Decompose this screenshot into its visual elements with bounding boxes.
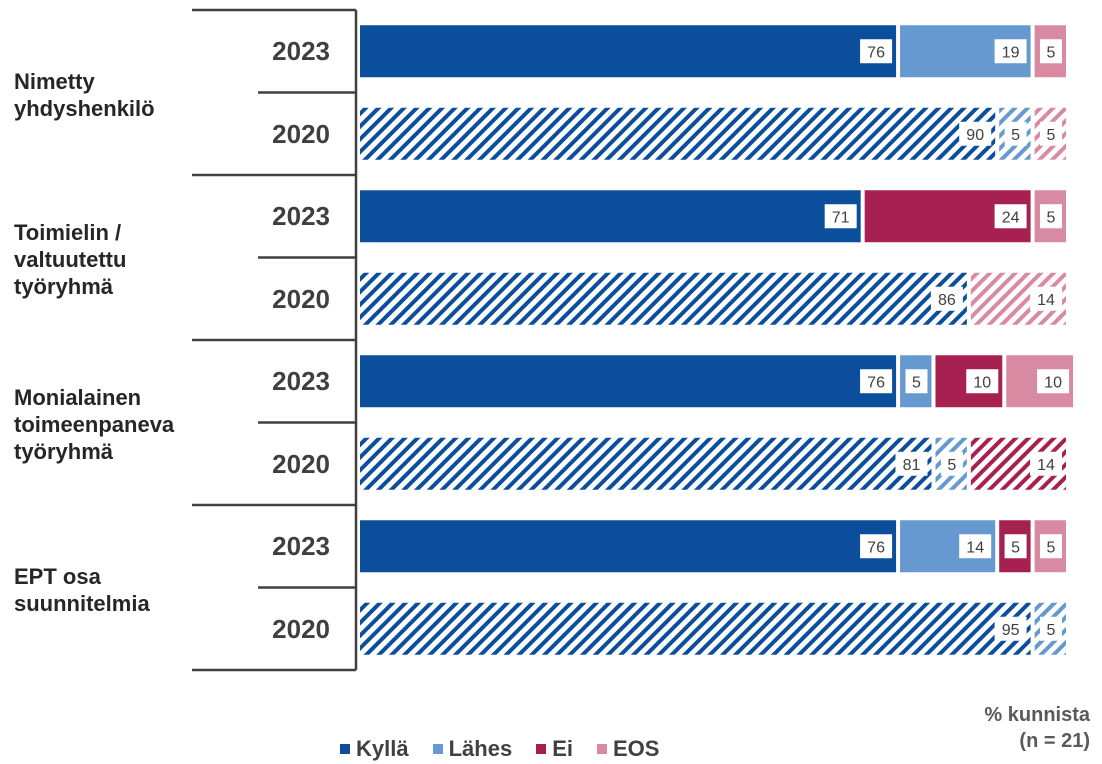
value-label: 19 xyxy=(1002,44,1020,61)
bar-segment xyxy=(360,437,932,490)
value-label: 24 xyxy=(1002,209,1020,226)
footnote: % kunnista (n = 21) xyxy=(984,702,1090,754)
group-label-line: Nimetty xyxy=(14,68,95,94)
legend-item-lahes: Lähes xyxy=(432,736,513,762)
value-label-box xyxy=(940,451,963,476)
value-label: 5 xyxy=(912,374,921,391)
legend-label: Kyllä xyxy=(356,736,409,761)
value-label-box xyxy=(860,369,893,394)
legend-swatch xyxy=(536,744,547,754)
value-label: 76 xyxy=(867,374,885,391)
value-label: 81 xyxy=(903,457,921,474)
group-label-line: toimeenpaneva xyxy=(14,412,175,437)
value-label-box xyxy=(895,451,928,476)
value-label: 14 xyxy=(1037,292,1055,309)
legend-label: EOS xyxy=(612,736,660,761)
value-label-box xyxy=(1040,204,1062,229)
legend-item-eos: EOS xyxy=(596,736,660,762)
value-label: 14 xyxy=(1037,457,1055,474)
group-label: Toimielin / valtuutettu työryhmä xyxy=(14,219,244,300)
group-label: Nimetty yhdyshenkilö xyxy=(14,68,244,122)
legend-label: Lähes xyxy=(448,736,513,761)
bar-segment xyxy=(360,25,897,78)
value-label-box xyxy=(959,534,992,559)
value-label: 76 xyxy=(867,539,885,556)
value-label: 10 xyxy=(1044,374,1062,391)
group-label-line: Monialainen xyxy=(14,385,142,410)
year-label: 2023 xyxy=(272,201,330,232)
value-label-box xyxy=(1037,369,1070,394)
group-label: EPT osa suunnitelmia xyxy=(14,563,244,617)
value-label: 76 xyxy=(867,44,885,61)
legend-item-ei: Ei xyxy=(536,736,573,762)
bar-segment xyxy=(360,520,897,573)
value-label-box xyxy=(824,204,857,229)
year-label: 2020 xyxy=(272,283,330,314)
value-label: 71 xyxy=(832,209,850,226)
value-label-box xyxy=(1040,121,1062,146)
bar-segment xyxy=(360,602,1031,655)
group-label-line: yhdyshenkilö xyxy=(14,95,155,121)
value-label-box xyxy=(1040,39,1062,64)
year-label: 2020 xyxy=(272,448,330,479)
group-label-line: suunnitelmia xyxy=(14,590,150,616)
group-label-line: Toimielin / xyxy=(14,220,122,245)
value-label-box xyxy=(966,369,999,394)
value-label: 5 xyxy=(1011,539,1020,556)
group-label: Monialainen toimeenpaneva työryhmä xyxy=(14,384,244,465)
value-label-box xyxy=(860,534,893,559)
legend: Kyllä Lähes Ei EOS xyxy=(340,736,659,762)
value-label-box xyxy=(860,39,893,64)
value-label-box xyxy=(1004,121,1027,146)
value-label-box xyxy=(1040,616,1062,641)
value-label: 86 xyxy=(938,292,956,309)
bar-segment xyxy=(360,355,897,408)
value-label-box xyxy=(1030,451,1062,476)
legend-swatch xyxy=(596,744,607,754)
value-label-box xyxy=(930,286,963,311)
group-label-line: työryhmä xyxy=(14,274,114,299)
value-label-box xyxy=(905,369,928,394)
legend-label: Ei xyxy=(552,736,573,761)
value-label-box xyxy=(994,39,1027,64)
year-label: 2023 xyxy=(272,366,330,397)
bar-segment xyxy=(360,107,996,160)
value-label-box xyxy=(1030,286,1062,311)
bar-segment xyxy=(360,190,861,243)
value-label: 5 xyxy=(947,457,956,474)
group-label-line: EPT osa xyxy=(14,563,101,589)
value-label: 14 xyxy=(966,539,984,556)
legend-swatch xyxy=(340,744,350,754)
value-label: 5 xyxy=(1047,127,1056,144)
legend-swatch xyxy=(432,744,443,754)
group-label-line: työryhmä xyxy=(14,439,114,464)
value-label: 10 xyxy=(973,374,991,391)
footnote-line: (n = 21) xyxy=(1019,730,1090,752)
value-label-box xyxy=(994,204,1027,229)
value-label: 5 xyxy=(1047,209,1056,226)
value-label: 95 xyxy=(1002,622,1020,639)
value-label-box xyxy=(1004,534,1027,559)
value-label-box xyxy=(1040,534,1062,559)
value-label: 5 xyxy=(1047,622,1056,639)
bar-segment xyxy=(360,272,967,325)
value-label-box xyxy=(959,121,992,146)
group-label-line: valtuutettu xyxy=(14,247,127,272)
year-label: 2020 xyxy=(272,613,330,644)
year-label: 2023 xyxy=(272,531,330,562)
footnote-line: % kunnista xyxy=(984,704,1090,726)
value-label: 5 xyxy=(1047,539,1056,556)
year-label: 2023 xyxy=(272,36,330,67)
value-label: 90 xyxy=(966,127,984,144)
value-label: 5 xyxy=(1047,44,1056,61)
value-label-box xyxy=(994,616,1027,641)
legend-item-kylla: Kyllä xyxy=(340,736,409,762)
year-label: 2020 xyxy=(272,118,330,149)
value-label: 5 xyxy=(1011,127,1020,144)
